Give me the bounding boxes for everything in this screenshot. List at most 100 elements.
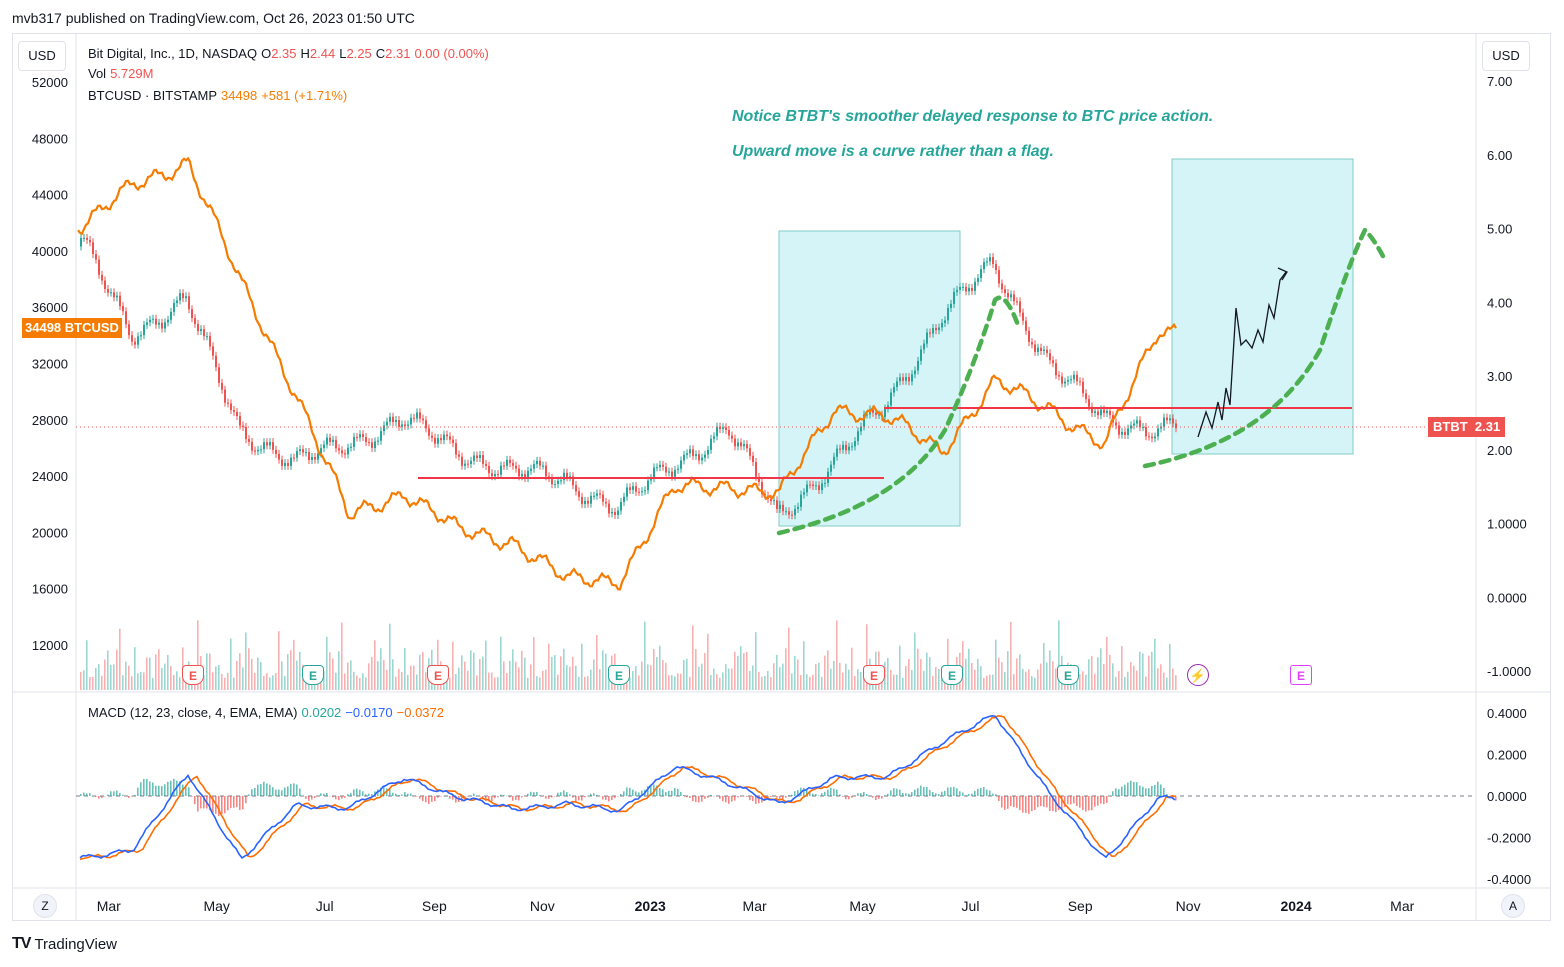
btbt-candle	[779, 504, 781, 509]
volume-bar	[947, 638, 949, 690]
macd-histogram-bar	[968, 793, 970, 796]
earnings-marker-future[interactable]: E	[1290, 665, 1312, 685]
macd-histogram-bar	[1031, 796, 1033, 812]
earnings-marker-4[interactable]: E	[608, 665, 630, 685]
btbt-candle	[350, 446, 352, 448]
left-currency-button[interactable]: USD	[18, 41, 66, 71]
btbt-candle	[365, 437, 367, 443]
btbt-candle	[92, 242, 94, 255]
macd-histogram-bar	[317, 796, 319, 797]
macd-histogram-bar	[647, 786, 649, 796]
btbt-candle	[914, 370, 916, 375]
btbt-candle	[107, 289, 109, 293]
btbt-candle	[374, 441, 376, 448]
volume-bar	[116, 649, 118, 690]
btbt-candle	[428, 428, 430, 436]
btbt-candle	[698, 454, 700, 461]
earnings-marker-6[interactable]: E	[941, 665, 963, 685]
btbt-candle	[653, 467, 655, 479]
macd-histogram-bar	[677, 788, 679, 796]
h-label: H	[300, 46, 310, 61]
volume-bar	[230, 638, 232, 690]
volume-bar	[353, 671, 355, 690]
macd-histogram-bar	[446, 795, 448, 797]
macd-histogram-bar	[584, 796, 586, 798]
btbt-candle	[644, 490, 646, 492]
volume-bar	[104, 659, 106, 690]
volume-bar	[284, 676, 286, 690]
vol-label[interactable]: Vol	[88, 66, 107, 81]
btbt-candle	[1064, 381, 1066, 384]
btbt-candle	[1037, 347, 1039, 352]
volume-bar	[1091, 656, 1093, 690]
btbt-candle	[200, 329, 202, 332]
volume-bar	[683, 660, 685, 690]
macd-label[interactable]: MACD (12, 23, close, 4, EMA, EMA)	[88, 705, 298, 720]
left-tick-label: 48000	[32, 131, 68, 146]
volume-bar	[602, 650, 604, 690]
volume-bar	[1151, 651, 1153, 690]
macd-histogram-bar	[1127, 782, 1129, 796]
macd-histogram-bar	[89, 793, 91, 796]
right-currency-button[interactable]: USD	[1482, 41, 1530, 71]
volume-bar	[356, 675, 358, 690]
earnings-marker-3[interactable]: E	[427, 665, 449, 685]
volume-bar	[1010, 621, 1012, 690]
volume-bar	[977, 658, 979, 690]
macd-histogram-bar	[686, 796, 688, 798]
btbt-candle	[164, 322, 166, 329]
macd-histogram-bar	[635, 791, 637, 796]
volume-bar	[245, 632, 247, 690]
compare-symbol[interactable]: BTCUSD · BITSTAMP	[88, 88, 218, 103]
a-button[interactable]: A	[1501, 894, 1525, 918]
earnings-marker-1[interactable]: E	[182, 665, 204, 685]
volume-bar	[791, 673, 793, 690]
btbt-candle	[188, 296, 190, 310]
btbt-candle	[1118, 425, 1120, 435]
c-value: 2.31	[385, 46, 411, 61]
macd-histogram-bar	[587, 795, 589, 797]
volume-bar	[1046, 662, 1048, 690]
btbt-candle	[482, 454, 484, 464]
macd-histogram-bar	[1130, 780, 1132, 796]
macd-histogram-bar	[386, 788, 388, 796]
macd-histogram-bar	[680, 791, 682, 796]
macd-histogram-bar	[572, 796, 574, 798]
macd-histogram-bar	[437, 796, 439, 798]
btbt-candle	[932, 328, 934, 334]
btbt-candle	[506, 459, 508, 466]
volume-bar	[248, 648, 250, 690]
volume-bar	[914, 632, 916, 690]
volume-bar	[1025, 671, 1027, 690]
volume-bar	[743, 653, 745, 690]
btbt-candle	[842, 444, 844, 450]
main-symbol[interactable]: Bit Digital, Inc., 1D, NASDAQ	[88, 46, 258, 61]
earnings-marker-7[interactable]: E	[1057, 665, 1079, 685]
macd-histogram-bar	[941, 791, 943, 796]
macd-histogram-bar	[242, 796, 244, 810]
btbt-price-value: 2.31	[1474, 419, 1501, 434]
z-button[interactable]: Z	[33, 894, 57, 918]
btbt-candle	[518, 468, 520, 477]
btbt-candle	[344, 453, 346, 455]
lightning-icon[interactable]: ⚡	[1187, 664, 1209, 686]
earnings-marker-2[interactable]: E	[302, 665, 324, 685]
volume-bar	[824, 655, 826, 690]
left-tick-label: 44000	[32, 188, 68, 203]
earnings-marker-5[interactable]: E	[863, 665, 885, 685]
btbt-candle	[488, 465, 490, 474]
macd-histogram-bar	[1037, 796, 1039, 808]
volume-bar	[848, 669, 850, 690]
volume-bar	[1085, 674, 1087, 690]
volume-bar	[158, 649, 160, 690]
volume-bar	[290, 650, 292, 690]
macd-histogram-bar	[917, 788, 919, 796]
macd-histogram-bar	[641, 790, 643, 796]
volume-bar	[263, 676, 265, 690]
macd-histogram-bar	[602, 796, 604, 800]
btbt-candle	[608, 503, 610, 514]
btbt-candle	[536, 460, 538, 465]
volume-bar	[227, 672, 229, 690]
btbt-candle	[179, 293, 181, 301]
